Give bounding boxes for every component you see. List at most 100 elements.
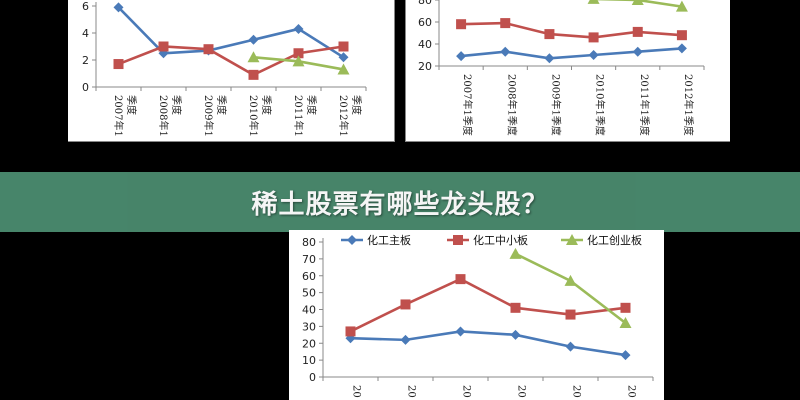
series-line-main [350,330,626,357]
data-point-chinext [619,317,632,328]
data-point-chinext [247,51,260,63]
y-tick-label: 30 [302,320,316,333]
y-tick-label: 20 [302,337,316,350]
legend-label-main: 化工主板 [367,233,411,247]
x-tick-label: 2008年1季度 [505,74,518,136]
x-tick-label: 2007年1季度 [461,74,474,136]
title-banner: 稀土股票有哪些龙头股？ [0,172,800,232]
x-tick-label: 季度 [125,95,138,115]
data-point-chinext [509,247,522,259]
y-tick-label: 60 [418,16,432,29]
line-chart-right: 20 40 60 80 2007年1季度 2008年1季度 2009年1季度 2010年1季度… [418,0,705,136]
y-tick-label: 80 [302,236,316,249]
y-tick-label: 0 [82,81,89,94]
series-chinext [509,247,632,328]
axes: 20 40 60 80 2007年1季度 2008年1季度 2009年1季度 2010年1季度… [418,0,705,136]
data-point-sme [588,32,599,43]
x-tick-label: 20 [626,385,637,398]
y-tick-label: 10 [302,354,316,367]
data-point-main [510,329,521,340]
x-tick-label: 季度 [305,95,318,115]
y-tick-label: 50 [302,287,316,300]
series-chinext [587,0,688,12]
data-point-main [632,46,643,57]
data-point-sme [158,41,169,52]
data-point-sme [632,26,643,37]
data-point-sme [293,48,304,59]
data-point-sme [456,19,467,30]
x-tick-label: 2009年1 [202,95,215,137]
data-point-chinext [587,0,600,4]
data-point-main [588,50,599,60]
x-tick-label: 2012年1季度 [682,74,695,136]
banner-title: 稀土股票有哪些龙头股？ [251,189,549,220]
data-point-chinext [675,0,688,12]
data-point-sme [455,274,466,285]
data-point-main [455,326,466,337]
y-tick-label: 40 [302,304,316,317]
data-point-chinext [337,63,350,75]
y-tick-label: 20 [418,60,432,73]
x-tick-label: 季度 [170,95,183,115]
data-point-sme [500,18,511,29]
x-tick-label: 2011年1季度 [638,74,651,136]
data-point-main [676,43,687,54]
data-point-sme [400,299,411,310]
series-main [456,43,687,64]
x-tick-label: 2012年1 [337,95,350,137]
legend-label-chinext: 化工创业板 [587,233,642,247]
y-tick-label: 0 [309,371,316,384]
data-point-main [400,334,411,345]
axes: 0 10 20 30 40 50 60 70 80 20 20 20 20 20 20 [302,236,654,398]
data-point-sme [345,326,356,337]
x-tick-label: 20 [571,385,582,398]
data-point-chinext [292,55,305,67]
x-tick-label: 20 [516,385,527,398]
data-point-sme [203,44,214,55]
legend-marker-main [347,235,357,245]
legend: 化工主板 化工中小板 化工创业板 [341,233,642,247]
x-tick-label: 2008年1 [157,95,170,137]
series-sme [345,274,631,337]
data-point-main [544,53,555,64]
x-tick-label: 20 [351,385,362,398]
data-point-sme [338,41,349,52]
data-point-sme [510,302,521,313]
data-point-main [338,52,349,63]
series-line-main [460,47,683,60]
y-tick-label: 4 [82,27,89,40]
x-tick-label: 20 [406,385,417,398]
data-point-sme [565,309,576,320]
chart-panel-left: 0 2 4 6 2007年1 季度 2008年1 季度 2009年1 季度 2010年1 季度 2011… [68,0,395,142]
x-tick-label: 2007年1 [112,95,125,137]
chart-panel-bottom: 0 10 20 30 40 50 60 70 80 20 20 20 20 20 20 化工主板 化工中小板 化工… [289,230,664,400]
chart-panel-right: 20 40 60 80 2007年1季度 2008年1季度 2009年1季度 2010年1季度… [405,0,730,142]
series-main [345,326,631,361]
data-point-main [500,46,511,57]
y-tick-label: 60 [302,270,316,283]
data-point-sme [113,59,124,70]
x-tick-label: 季度 [350,95,363,115]
y-tick-label: 40 [418,38,432,51]
legend-label-sme: 化工中小板 [473,233,528,247]
y-tick-label: 80 [418,0,432,7]
data-point-main [456,51,467,62]
data-point-main [293,23,304,34]
y-tick-label: 2 [82,54,89,67]
data-point-sme [544,29,555,40]
data-point-sme [620,302,631,313]
series-sme [456,18,687,43]
series-line-sme [461,21,683,39]
x-tick-label: 2011年1 [292,95,305,137]
series-line-chinext [593,0,683,8]
series-line-sme [349,277,626,333]
data-point-sme [248,69,259,80]
legend-marker-sme [453,235,463,245]
data-point-chinext [564,274,577,286]
data-point-main [113,2,124,13]
legend-marker-chinext [566,234,578,245]
data-point-main [620,350,631,361]
